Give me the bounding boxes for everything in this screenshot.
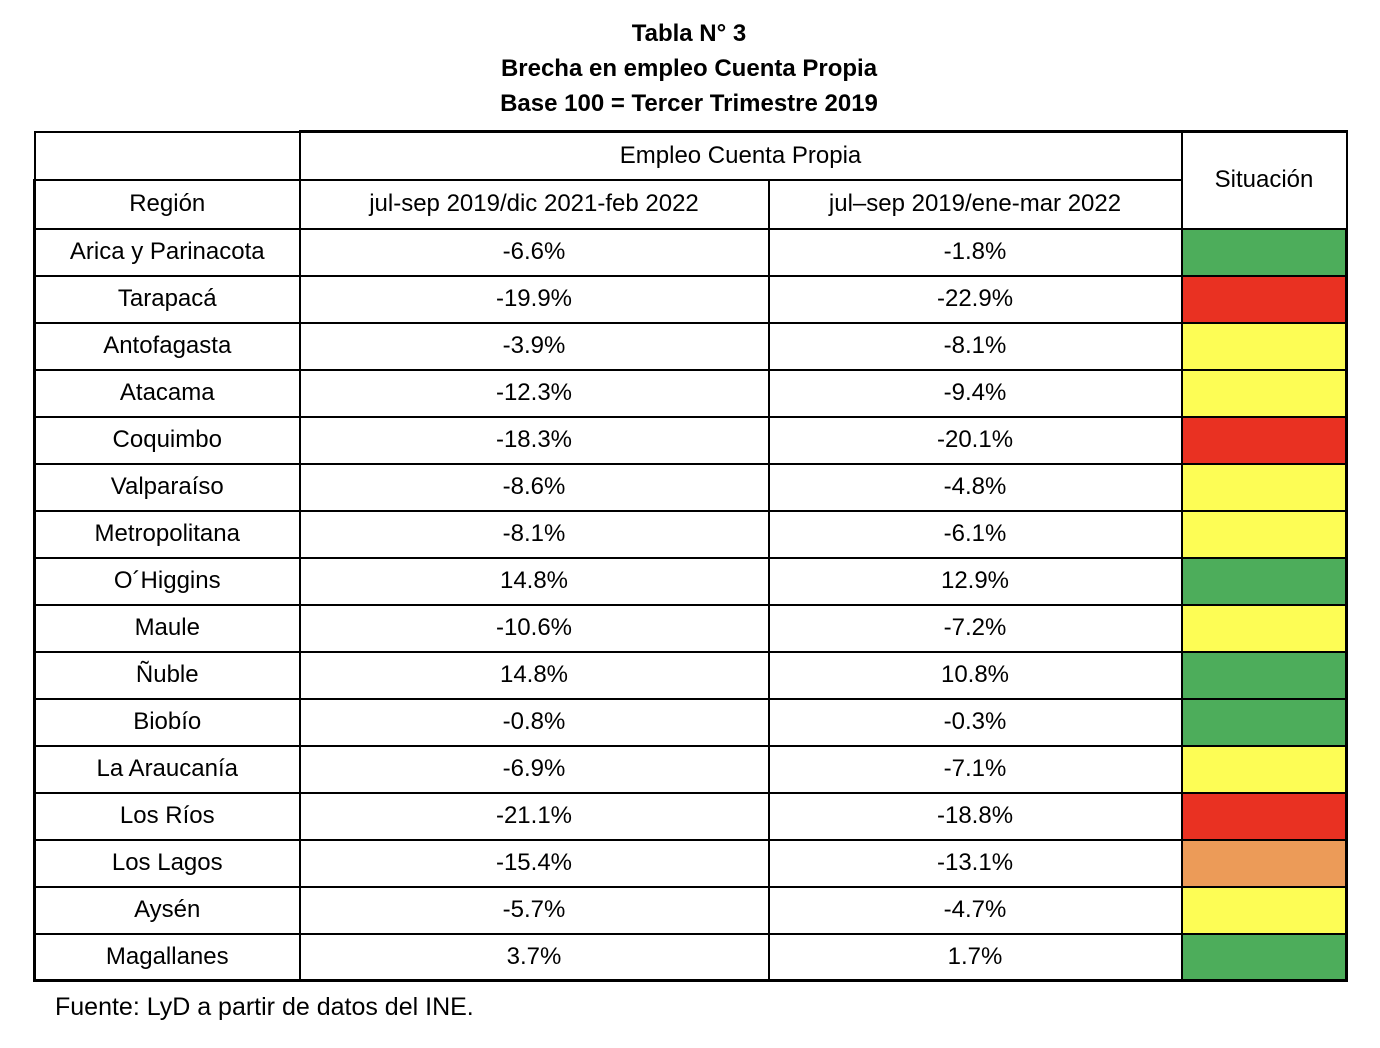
gap-value-period2: -8.1% (767, 321, 1183, 371)
table-row: Antofagasta -3.9% -8.1% (33, 321, 1349, 371)
region-name: Maule (33, 603, 301, 653)
source-note: Fuente: LyD a partir de datos del INE. (55, 993, 474, 1021)
status-cell (1180, 462, 1349, 512)
region-name: Coquimbo (33, 415, 301, 465)
gap-value-period2: -7.2% (767, 603, 1183, 653)
table-row: Coquimbo -18.3% -20.1% (33, 415, 1349, 465)
region-name: Atacama (33, 368, 301, 418)
title-line-1: Tabla N° 3 (631, 20, 747, 47)
gap-value-period1: -8.6% (298, 462, 770, 512)
table-row: Aysén -5.7% -4.7% (33, 885, 1349, 935)
status-cell (1180, 415, 1349, 465)
header-row-columns: Región jul-sep 2019/dic 2021-feb 2022 ju… (33, 178, 1347, 230)
gap-value-period2: -6.1% (767, 509, 1183, 559)
gap-value-period2: 10.8% (767, 650, 1183, 700)
table-row: La Araucanía -6.9% -7.1% (33, 744, 1349, 794)
status-cell (1180, 556, 1349, 606)
region-name: Tarapacá (33, 274, 301, 324)
table-row: Arica y Parinacota -6.6% -1.8% (33, 227, 1349, 277)
gap-value-period2: -4.7% (767, 885, 1183, 935)
region-name: Magallanes (33, 932, 301, 982)
region-name: Metropolitana (33, 509, 301, 559)
title-line-3: Base 100 = Tercer Trimestre 2019 (500, 90, 878, 117)
gap-value-period1: -3.9% (298, 321, 770, 371)
gap-value-period2: -9.4% (767, 368, 1183, 418)
region-name: Los Ríos (33, 791, 301, 841)
group-header: Empleo Cuenta Propia (298, 130, 1183, 181)
table-row: Los Ríos -21.1% -18.8% (33, 791, 1349, 841)
region-name: La Araucanía (33, 744, 301, 794)
gap-value-period1: -6.6% (298, 227, 770, 277)
region-name: Aysén (33, 885, 301, 935)
gap-value-period2: -13.1% (767, 838, 1183, 888)
status-cell (1180, 697, 1349, 747)
gap-value-period1: -18.3% (298, 415, 770, 465)
status-cell (1180, 368, 1349, 418)
region-header: Región (33, 178, 301, 230)
gap-value-period2: -0.3% (767, 697, 1183, 747)
gap-value-period2: -4.8% (767, 462, 1183, 512)
status-cell (1180, 321, 1349, 371)
gap-value-period1: -8.1% (298, 509, 770, 559)
region-name: Arica y Parinacota (33, 227, 301, 277)
gap-value-period2: -18.8% (767, 791, 1183, 841)
gap-value-period2: 12.9% (767, 556, 1183, 606)
table-row: Atacama -12.3% -9.4% (33, 368, 1349, 418)
table-row: Los Lagos -15.4% -13.1% (33, 838, 1349, 888)
table-row: Biobío -0.8% -0.3% (33, 697, 1349, 747)
gap-value-period1: -10.6% (298, 603, 770, 653)
gap-value-period1: -21.1% (298, 791, 770, 841)
gap-value-period2: -20.1% (767, 415, 1183, 465)
status-cell (1180, 274, 1349, 324)
gap-value-period1: 14.8% (298, 556, 770, 606)
title-line-2: Brecha en empleo Cuenta Propia (500, 55, 878, 82)
table-row: Magallanes 3.7% 1.7% (33, 932, 1349, 982)
gap-value-period1: -15.4% (298, 838, 770, 888)
gap-value-period2: -22.9% (767, 274, 1183, 324)
gap-value-period1: 3.7% (298, 932, 770, 982)
status-cell (1180, 650, 1349, 700)
table-row: O´Higgins 14.8% 12.9% (33, 556, 1349, 606)
region-name: O´Higgins (33, 556, 301, 606)
period1-header: jul-sep 2019/dic 2021-feb 2022 (298, 178, 770, 230)
status-cell (1180, 744, 1349, 794)
empty-corner-cell (33, 130, 301, 181)
gap-value-period1: 14.8% (298, 650, 770, 700)
status-cell (1180, 838, 1349, 888)
region-name: Los Lagos (33, 838, 301, 888)
header-row-group: Empleo Cuenta Propia Situación (33, 130, 1348, 230)
brecha-empleo-table: Empleo Cuenta Propia Situación Región ju… (33, 130, 1349, 982)
gap-value-period1: -19.9% (298, 274, 770, 324)
table-title: Tabla N° 3 Brecha en empleo Cuenta Propi… (33, 16, 1345, 121)
period2-header: jul–sep 2019/ene-mar 2022 (767, 178, 1183, 230)
status-cell (1180, 885, 1349, 935)
region-name: Ñuble (33, 650, 301, 700)
table-row: Valparaíso -8.6% -4.8% (33, 462, 1349, 512)
region-name: Biobío (33, 697, 301, 747)
gap-value-period1: -5.7% (298, 885, 770, 935)
table-row: Maule -10.6% -7.2% (33, 603, 1349, 653)
gap-value-period1: -12.3% (298, 368, 770, 418)
gap-value-period1: -0.8% (298, 697, 770, 747)
region-name: Antofagasta (33, 321, 301, 371)
status-cell (1180, 227, 1349, 277)
table-row: Ñuble 14.8% 10.8% (33, 650, 1349, 700)
table-row: Tarapacá -19.9% -22.9% (33, 274, 1349, 324)
gap-value-period1: -6.9% (298, 744, 770, 794)
status-cell (1180, 509, 1349, 559)
gap-value-period2: -1.8% (767, 227, 1183, 277)
status-cell (1180, 791, 1349, 841)
situacion-header: Situación (1180, 130, 1348, 230)
region-name: Valparaíso (33, 462, 301, 512)
gap-value-period2: 1.7% (767, 932, 1183, 982)
status-cell (1180, 603, 1349, 653)
table-row: Metropolitana -8.1% -6.1% (33, 509, 1349, 559)
gap-value-period2: -7.1% (767, 744, 1183, 794)
status-cell (1180, 932, 1349, 982)
